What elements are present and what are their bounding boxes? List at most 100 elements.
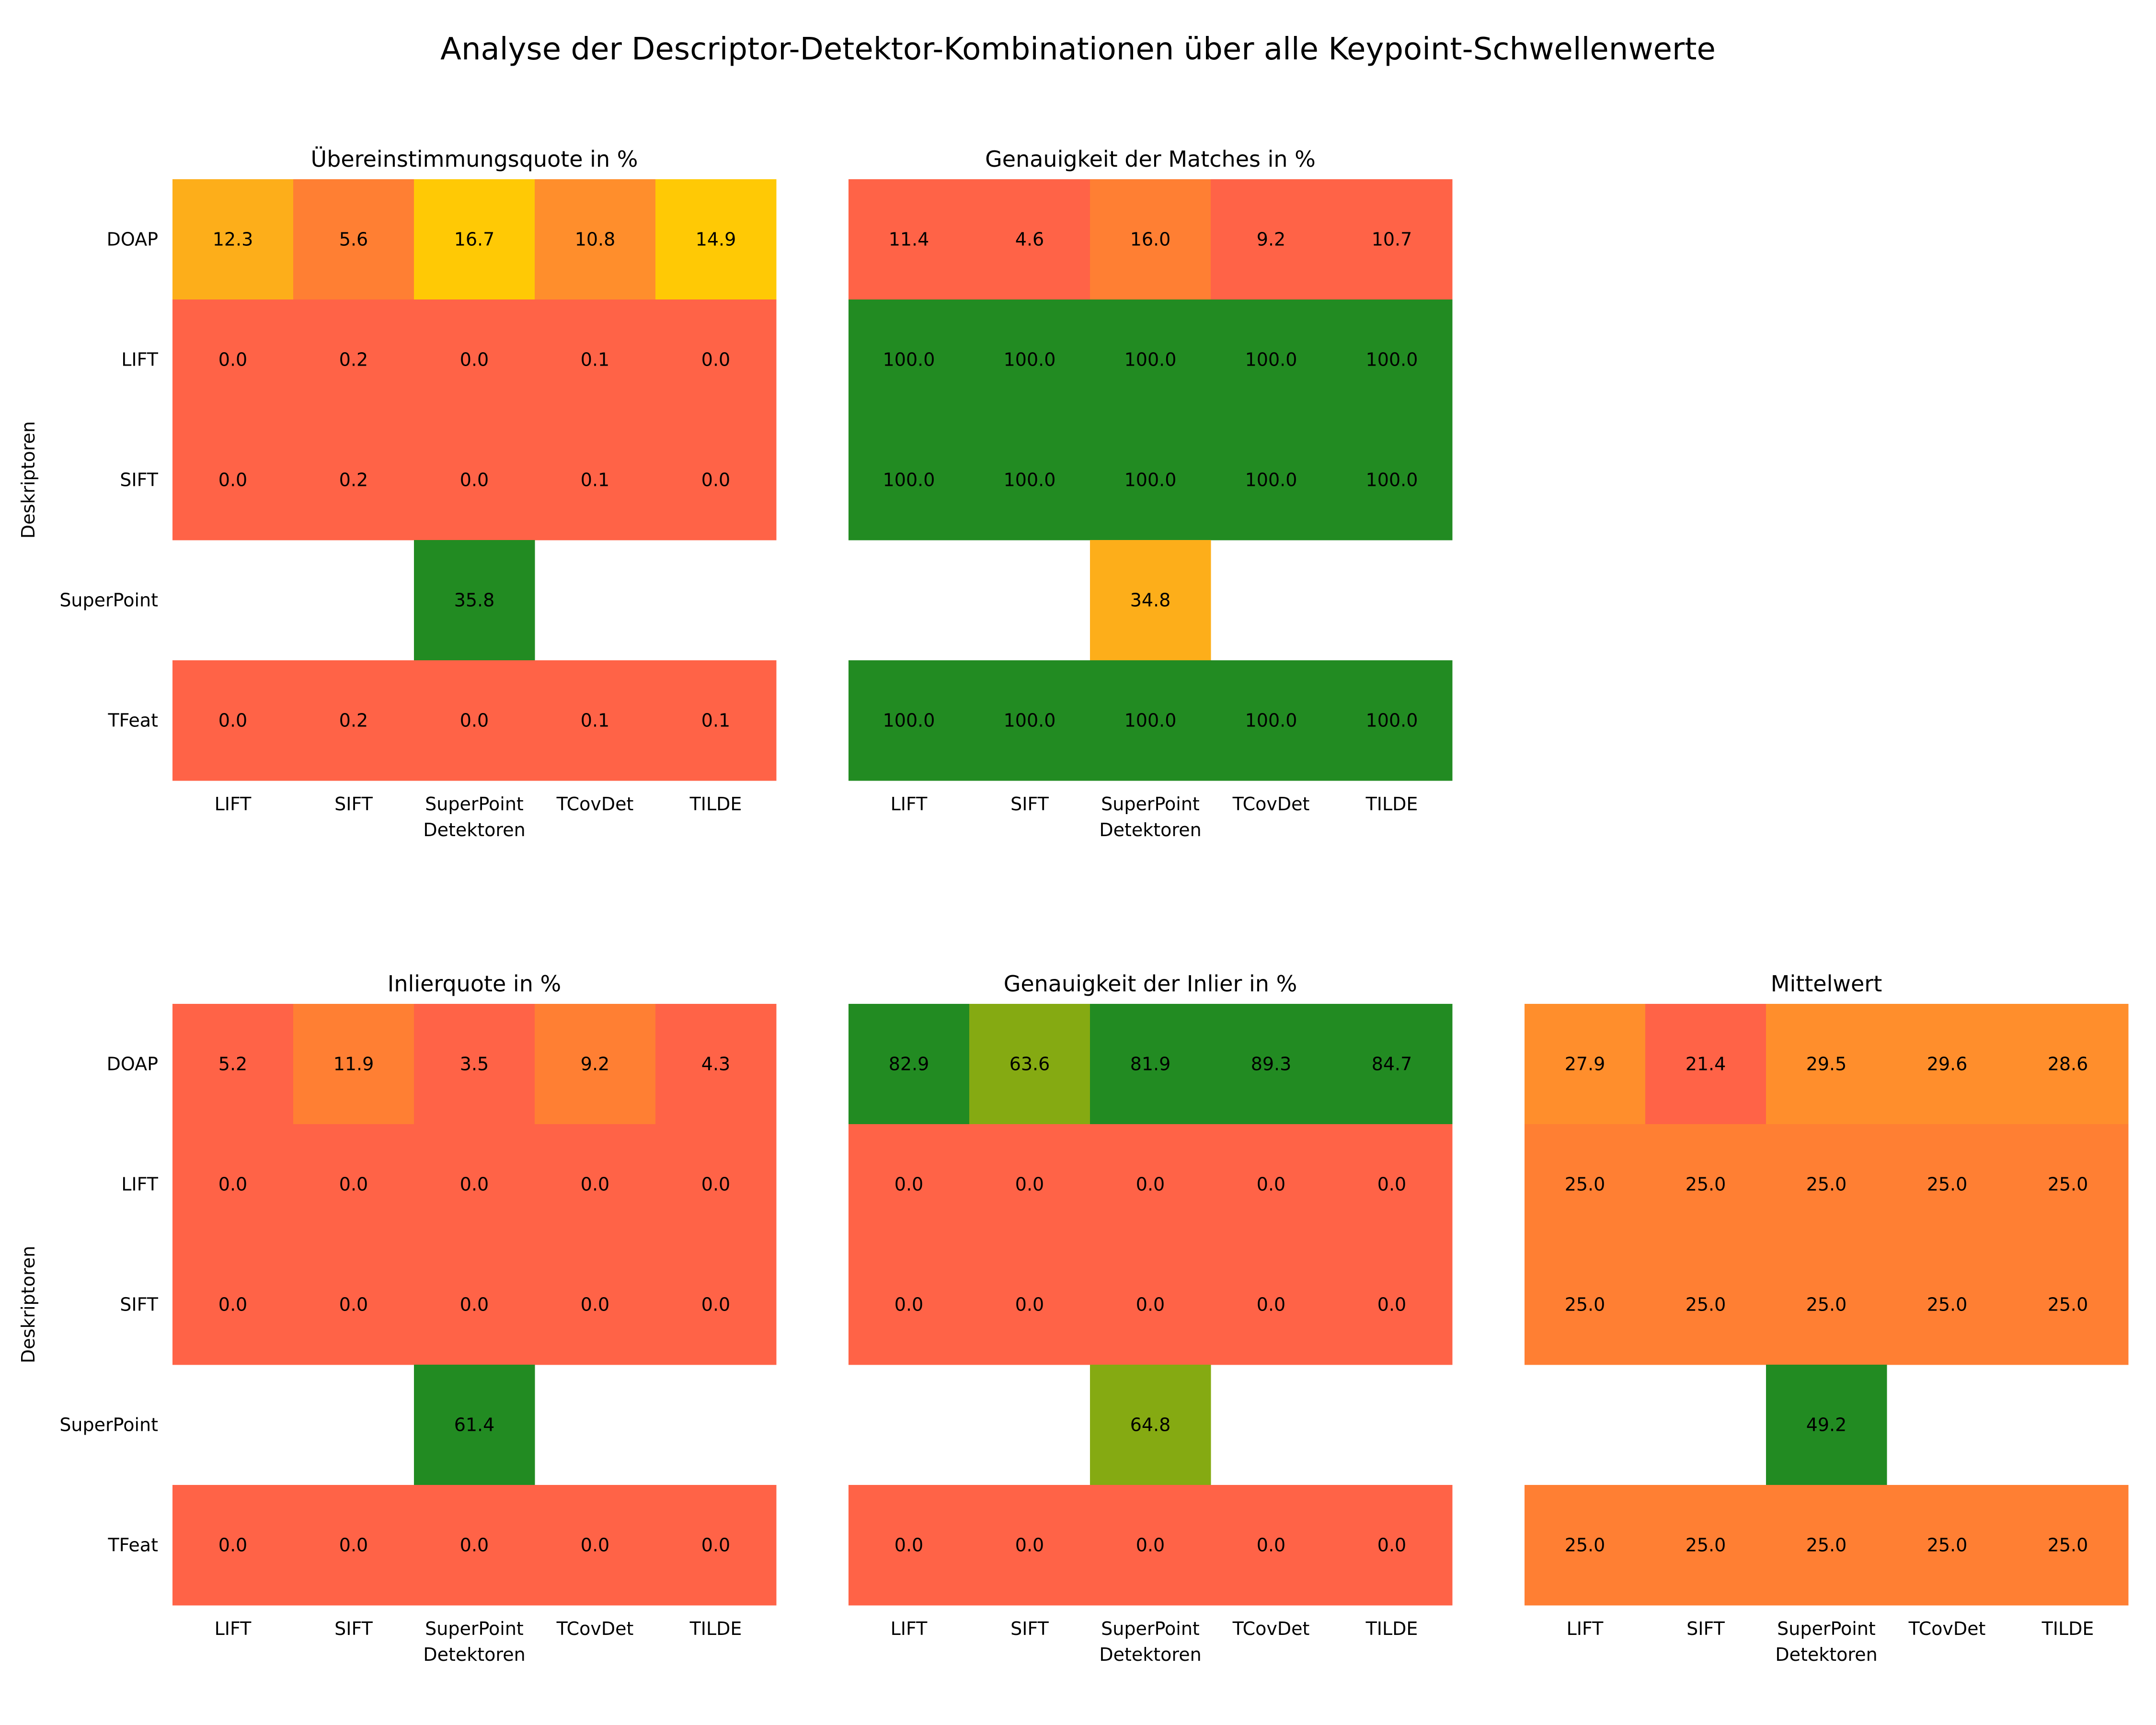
cell-value-label: 25.0 [1806, 1294, 1847, 1315]
cell-value-label: 29.6 [1927, 1054, 1968, 1075]
cell-value-label: 25.0 [2048, 1174, 2088, 1195]
cell-value-label: 0.2 [339, 470, 368, 491]
cell-value-label: 0.0 [895, 1174, 923, 1195]
heatmap-cell [849, 179, 970, 300]
heatmap-cell [1331, 1244, 1453, 1365]
heatmap-cell [1331, 299, 1453, 420]
heatmap-cell [1887, 1485, 2008, 1606]
cell-value-label: 25.0 [1927, 1174, 1968, 1195]
cell-value-label: 3.5 [460, 1054, 489, 1075]
cell-value-label: 0.0 [1377, 1535, 1406, 1556]
cell-value-label: 11.4 [889, 229, 929, 250]
cell-value-label: 0.0 [1136, 1174, 1165, 1195]
heatmap-cell [414, 1004, 535, 1125]
y-tick-label: SIFT [120, 1294, 159, 1315]
heatmap-cell [969, 420, 1090, 540]
cell-value-label: 0.0 [895, 1535, 923, 1556]
cell-value-label: 0.0 [1377, 1294, 1406, 1315]
cell-value-label: 100.0 [883, 710, 935, 731]
cell-value-label: 0.0 [460, 1535, 489, 1556]
heatmap-cell [2007, 1124, 2129, 1245]
heatmap-cell [849, 1124, 970, 1245]
heatmap-cell [1887, 1124, 2008, 1245]
cell-value-label: 0.0 [339, 1294, 368, 1315]
heatmap-cell [1090, 1485, 1211, 1606]
cell-value-label: 9.2 [1257, 229, 1285, 250]
heatmap-cell [414, 179, 535, 300]
heatmap-cell [172, 179, 294, 300]
x-tick-label: TILDE [2041, 1618, 2094, 1639]
cell-value-label: 0.0 [218, 1294, 247, 1315]
cell-value-label: 25.0 [1927, 1535, 1968, 1556]
cell-value-label: 100.0 [1366, 710, 1418, 731]
heatmap-cell [1525, 1485, 1646, 1606]
x-axis-label: Detektoren [423, 819, 525, 840]
y-tick-label: SIFT [120, 470, 159, 491]
heatmap-cell [1331, 1124, 1453, 1245]
heatmap-cell [849, 1004, 970, 1125]
heatmap-cell [2007, 1004, 2129, 1125]
heatmap-cell [1766, 1004, 1887, 1125]
cell-value-label: 5.2 [218, 1054, 247, 1075]
heatmap-cell [535, 1244, 656, 1365]
cell-value-label: 0.0 [581, 1294, 609, 1315]
heatmap-cell [414, 660, 535, 781]
heatmap-cell [414, 299, 535, 420]
y-tick-label: TFeat [107, 710, 158, 731]
cell-value-label: 0.0 [1377, 1174, 1406, 1195]
heatmap-cell [1211, 179, 1332, 300]
cell-value-label: 0.0 [218, 710, 247, 731]
heatmap-cell [1766, 1124, 1887, 1245]
cell-value-label: 61.4 [454, 1414, 495, 1436]
x-tick-label: TILDE [1365, 1618, 1418, 1639]
heatmap-cell [414, 540, 535, 661]
heatmap-cell [849, 420, 970, 540]
cell-value-label: 0.0 [339, 1174, 368, 1195]
cell-value-label: 0.0 [581, 1535, 609, 1556]
cell-value-label: 16.7 [454, 229, 495, 250]
x-tick-label: SuperPoint [425, 1618, 524, 1639]
y-tick-label: TFeat [107, 1535, 158, 1556]
heatmap-cell [535, 1004, 656, 1125]
cell-value-label: 11.9 [333, 1054, 374, 1075]
cell-value-label: 0.0 [460, 1174, 489, 1195]
x-tick-label: TCovDet [1908, 1618, 1986, 1639]
cell-value-label: 0.0 [1015, 1535, 1044, 1556]
cell-value-label: 0.0 [460, 710, 489, 731]
cell-value-label: 100.0 [1124, 710, 1177, 731]
cell-value-label: 25.0 [1927, 1294, 1968, 1315]
cell-value-label: 100.0 [1124, 349, 1177, 370]
heatmap-cell [172, 1004, 294, 1125]
cell-value-label: 0.0 [701, 1294, 730, 1315]
cell-value-label: 100.0 [1004, 349, 1056, 370]
cell-value-label: 34.8 [1130, 590, 1171, 611]
heatmap-cell [1645, 1485, 1766, 1606]
cell-value-label: 100.0 [1245, 710, 1297, 731]
heatmap-cell [172, 1124, 294, 1245]
heatmap-cell [414, 1485, 535, 1606]
x-tick-label: LIFT [891, 794, 928, 815]
cell-value-label: 81.9 [1130, 1054, 1171, 1075]
cell-value-label: 89.3 [1251, 1054, 1292, 1075]
cell-value-label: 16.0 [1130, 229, 1171, 250]
x-tick-label: SIFT [1010, 794, 1049, 815]
cell-value-label: 100.0 [1366, 470, 1418, 491]
cell-value-label: 82.9 [889, 1054, 929, 1075]
cell-value-label: 28.6 [2048, 1054, 2088, 1075]
heatmap-cell [535, 179, 656, 300]
heatmap-cell [414, 1244, 535, 1365]
heatmap-panel: Genauigkeit der Inlier in % 82.9 63.6 81.9 8… [849, 971, 1453, 1665]
cell-value-label: 0.0 [1257, 1535, 1285, 1556]
x-axis-label: Detektoren [423, 1644, 525, 1665]
heatmap-cell [1331, 1485, 1453, 1606]
x-tick-label: TILDE [689, 1618, 742, 1639]
cell-value-label: 0.0 [701, 349, 730, 370]
heatmap-panels: Übereinstimmungsquote in % 12.3 5.6 16.7 10.… [18, 146, 2129, 1665]
cell-value-label: 100.0 [1004, 470, 1056, 491]
heatmap-cell [2007, 1244, 2129, 1365]
cell-value-label: 25.0 [2048, 1294, 2088, 1315]
cell-value-label: 100.0 [1004, 710, 1056, 731]
heatmap-cell [655, 1244, 777, 1365]
heatmap-cell [1211, 1004, 1332, 1125]
